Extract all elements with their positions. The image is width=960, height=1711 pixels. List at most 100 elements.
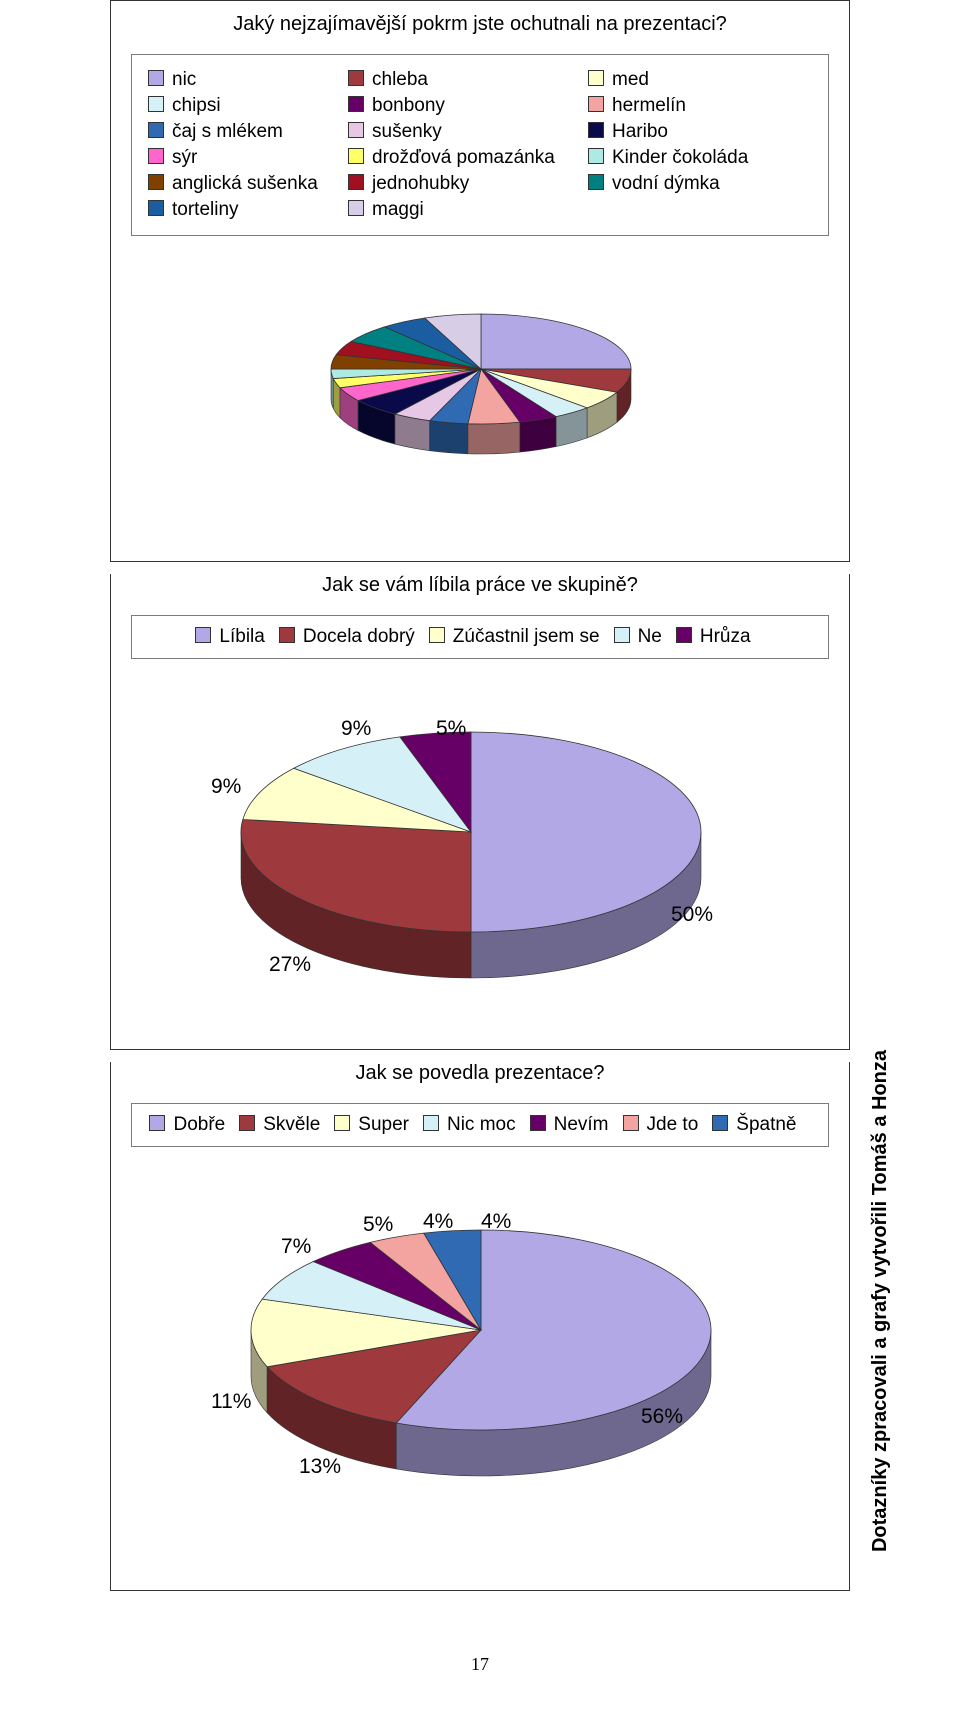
legend-swatch	[239, 1115, 255, 1131]
legend-swatch	[348, 148, 364, 164]
chart-title: Jaký nejzajímavější pokrm jste ochutnali…	[111, 13, 849, 36]
legend-label: chleba	[372, 69, 428, 90]
legend-label: Hrůza	[700, 626, 751, 647]
legend-item: Jde to	[623, 1114, 699, 1135]
legend-label: sušenky	[372, 121, 442, 142]
legend-item: anglická sušenka	[148, 173, 348, 195]
chart-panel-groupwork: Jak se vám líbila práce ve skupině? Líbi…	[110, 574, 850, 1050]
chart-data-label: 11%	[211, 1390, 251, 1414]
legend-label: Docela dobrý	[303, 626, 415, 647]
legend-label: med	[612, 69, 649, 90]
legend-swatch	[148, 148, 164, 164]
legend-swatch	[195, 627, 211, 643]
legend-swatch	[588, 96, 604, 112]
legend-swatch	[712, 1115, 728, 1131]
legend-item: sýr	[148, 147, 348, 169]
legend-label: Kinder čokoláda	[612, 147, 748, 168]
legend-label: Ne	[638, 626, 662, 647]
legend-label: Nic moc	[447, 1114, 516, 1135]
pie-chart-food	[111, 254, 849, 514]
legend-swatch	[676, 627, 692, 643]
legend-swatch	[348, 200, 364, 216]
chart-legend: Líbila Docela dobrý Zúčastnil jsem se Ne Hrů…	[131, 615, 829, 659]
legend-label: maggi	[372, 199, 424, 220]
legend-label: čaj s mlékem	[172, 121, 283, 142]
legend-item: med	[588, 69, 788, 91]
chart-title: Jak se vám líbila práce ve skupině?	[111, 574, 849, 597]
legend-item: Nic moc	[423, 1114, 516, 1135]
legend-label: jednohubky	[372, 173, 469, 194]
chart-data-label: 4%	[423, 1210, 453, 1234]
legend-label: Skvěle	[263, 1114, 320, 1135]
chart-data-label: 7%	[281, 1235, 311, 1259]
chart-data-label: 9%	[341, 717, 371, 741]
legend-swatch	[423, 1115, 439, 1131]
legend-item: Zúčastnil jsem se	[429, 626, 600, 647]
legend-swatch	[588, 122, 604, 138]
chart-panel-presentation: Jak se povedla prezentace? Dobře Skvěle Su…	[110, 1062, 850, 1591]
pie-chart-groupwork: 5% 9% 9% 27% 50%	[111, 677, 849, 1017]
chart-data-label: 50%	[671, 903, 713, 927]
legend-item: torteliny	[148, 199, 348, 221]
chart-data-label: 9%	[211, 775, 241, 799]
legend-item: chipsi	[148, 95, 348, 117]
chart-data-label: 4%	[481, 1210, 511, 1234]
sidebar-caption: Dotazníky zpracovali a grafy vytvořili T…	[869, 1050, 892, 1552]
legend-swatch	[429, 627, 445, 643]
legend-item: Docela dobrý	[279, 626, 415, 647]
legend-label: bonbony	[372, 95, 445, 116]
legend-swatch	[530, 1115, 546, 1131]
legend-item: nic	[148, 69, 348, 91]
legend-item: drožďová pomazánka	[348, 147, 588, 169]
legend-label: anglická sušenka	[172, 173, 318, 194]
legend-label: Super	[358, 1114, 409, 1135]
legend-swatch	[588, 148, 604, 164]
legend-swatch	[148, 200, 164, 216]
legend-label: Dobře	[173, 1114, 225, 1135]
legend-swatch	[623, 1115, 639, 1131]
legend-item: sušenky	[348, 121, 588, 143]
legend-label: Jde to	[647, 1114, 699, 1135]
legend-item: Ne	[614, 626, 662, 647]
legend-label: Haribo	[612, 121, 668, 142]
legend-item: Hrůza	[676, 626, 751, 647]
chart-data-label: 5%	[436, 717, 466, 741]
legend-item: jednohubky	[348, 173, 588, 195]
legend-swatch	[348, 70, 364, 86]
document-page: Jaký nejzajímavější pokrm jste ochutnali…	[0, 0, 960, 1711]
legend-label: Líbila	[219, 626, 264, 647]
legend-item: maggi	[348, 199, 588, 221]
legend-swatch	[348, 174, 364, 190]
legend-swatch	[588, 70, 604, 86]
legend-item: hermelín	[588, 95, 788, 117]
chart-panel-food: Jaký nejzajímavější pokrm jste ochutnali…	[110, 0, 850, 562]
legend-label: vodní dýmka	[612, 173, 720, 194]
chart-data-label: 13%	[299, 1455, 341, 1479]
chart-data-label: 5%	[363, 1213, 393, 1237]
legend-item: Kinder čokoláda	[588, 147, 788, 169]
legend-item: Super	[334, 1114, 409, 1135]
legend-label: Špatně	[736, 1114, 796, 1135]
legend-item: Dobře	[149, 1114, 225, 1135]
legend-swatch	[148, 70, 164, 86]
chart-title: Jak se povedla prezentace?	[111, 1062, 849, 1085]
legend-swatch	[148, 174, 164, 190]
legend-swatch	[348, 122, 364, 138]
chart-legend: DobřeSkvěleSuperNic mocNevímJde toŠpatně	[131, 1103, 829, 1147]
chart-data-label: 27%	[269, 953, 311, 977]
legend-label: sýr	[172, 147, 197, 168]
legend-item: bonbony	[348, 95, 588, 117]
legend-item: Haribo	[588, 121, 788, 143]
chart-data-label: 56%	[641, 1405, 683, 1429]
chart-legend: nic chipsi čaj s mlékem sýr anglická sušenka…	[131, 54, 829, 236]
legend-item: chleba	[348, 69, 588, 91]
legend-swatch	[149, 1115, 165, 1131]
legend-label: chipsi	[172, 95, 221, 116]
page-number: 17	[471, 1654, 489, 1675]
legend-label: Zúčastnil jsem se	[453, 626, 600, 647]
legend-item: Špatně	[712, 1114, 796, 1135]
legend-item: Skvěle	[239, 1114, 320, 1135]
legend-swatch	[348, 96, 364, 112]
legend-swatch	[148, 96, 164, 112]
pie-chart-presentation: 4% 4% 5% 7% 11% 13% 56%	[111, 1165, 849, 1535]
